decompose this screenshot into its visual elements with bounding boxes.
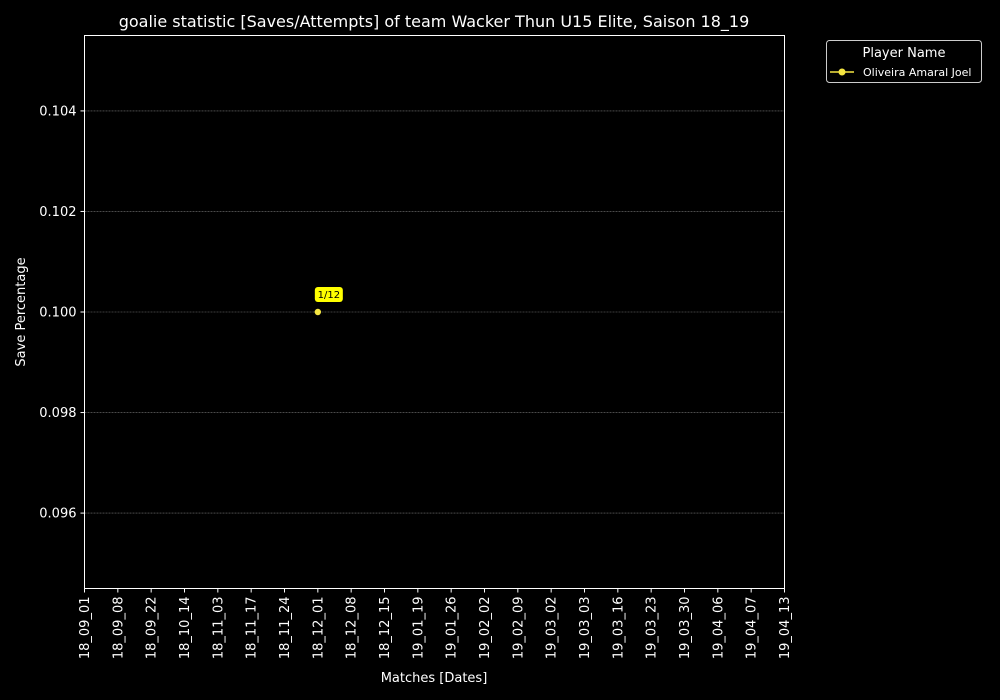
x-tick-label: 18_09_01 bbox=[78, 597, 93, 660]
y-axis: 0.096 0.098 0.100 0.102 0.104 bbox=[39, 104, 85, 522]
x-tick-label: 18_12_08 bbox=[345, 597, 360, 660]
data-point bbox=[314, 308, 322, 316]
chart-title: goalie statistic [Saves/Attempts] of tea… bbox=[119, 12, 750, 32]
legend-box bbox=[826, 40, 982, 83]
x-tick-label: 19_02_02 bbox=[478, 597, 493, 660]
x-tick-label: 19_03_03 bbox=[578, 597, 593, 660]
data-label: 1/12 bbox=[318, 290, 340, 301]
y-tick-label: 0.100 bbox=[39, 306, 76, 321]
data-label-box bbox=[314, 287, 343, 302]
legend: Player Name Oliveira Amaral Joel bbox=[826, 40, 982, 83]
x-tick-label: 19_01_26 bbox=[445, 597, 460, 660]
grid bbox=[84, 110, 785, 514]
series-marks: 1/12 bbox=[314, 287, 343, 316]
x-tick-label: 19_03_23 bbox=[645, 597, 660, 660]
x-tick-label: 18_11_17 bbox=[245, 597, 260, 660]
x-tick-label: 19_02_09 bbox=[511, 597, 526, 660]
x-axis-label: Matches [Dates] bbox=[381, 671, 488, 686]
x-tick-label: 18_11_24 bbox=[278, 597, 293, 660]
x-tick-label: 19_04_13 bbox=[778, 597, 793, 660]
y-tick-label: 0.104 bbox=[39, 104, 76, 119]
legend-title: Player Name bbox=[863, 46, 946, 61]
x-tick-label: 19_04_07 bbox=[745, 597, 760, 660]
y-axis-label: Save Percentage bbox=[14, 257, 29, 366]
x-tick-label: 19_03_16 bbox=[611, 597, 626, 660]
x-tick-label: 18_12_15 bbox=[378, 597, 393, 660]
x-tick-label: 19_03_02 bbox=[545, 597, 560, 660]
x-tick-label: 18_09_08 bbox=[111, 597, 126, 660]
x-tick-label: 19_03_30 bbox=[678, 597, 693, 660]
y-tick-label: 0.096 bbox=[39, 507, 76, 522]
x-tick-label: 19_04_06 bbox=[711, 597, 726, 660]
x-tick-label: 18_11_03 bbox=[211, 597, 226, 660]
x-axis: 18_09_01 18_09_08 18_09_22 18_10_14 18_11_03… bbox=[78, 588, 793, 660]
x-tick-label: 18_10_14 bbox=[178, 597, 193, 660]
y-tick-label: 0.098 bbox=[39, 406, 76, 421]
x-tick-label: 18_09_22 bbox=[145, 597, 160, 660]
x-tick-label: 18_12_01 bbox=[311, 597, 326, 660]
y-tick-label: 0.102 bbox=[39, 205, 76, 220]
x-tick-label: 19_01_19 bbox=[411, 597, 426, 660]
legend-entry-label: Oliveira Amaral Joel bbox=[863, 66, 971, 79]
legend-marker bbox=[838, 68, 846, 76]
